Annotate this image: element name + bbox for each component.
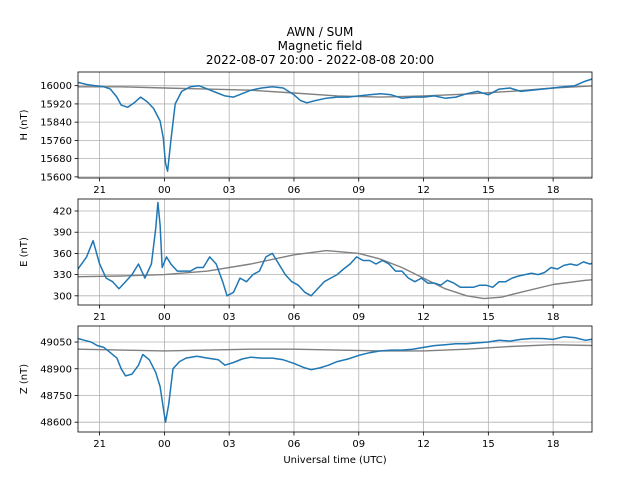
e-y-tick-label: 360 bbox=[53, 249, 72, 260]
h-x-tick-label: 06 bbox=[288, 185, 301, 196]
h-y-tick-label: 16000 bbox=[40, 81, 72, 92]
z-x-tick-label: 03 bbox=[223, 439, 236, 450]
z-x-tick-label: 12 bbox=[417, 439, 430, 450]
chart-title-range: 2022-08-07 20:00 - 2022-08-08 20:00 bbox=[205, 53, 435, 67]
e-x-tick-label: 15 bbox=[482, 312, 495, 323]
z-x-tick-label: 18 bbox=[547, 439, 560, 450]
z-x-tick-label: 15 bbox=[482, 439, 495, 450]
z-x-tick-label: 00 bbox=[158, 439, 171, 450]
h-measured-line bbox=[78, 78, 592, 172]
h-x-tick-label: 18 bbox=[547, 185, 560, 196]
h-x-tick-label: 00 bbox=[158, 185, 171, 196]
chart-title-subject: Magnetic field bbox=[277, 39, 363, 53]
e-x-tick-label: 03 bbox=[223, 312, 236, 323]
e-x-tick-label: 00 bbox=[158, 312, 171, 323]
h-x-tick-label: 09 bbox=[352, 185, 365, 196]
h-x-tick-label: 21 bbox=[93, 185, 106, 196]
h-y-tick-label: 15840 bbox=[40, 118, 72, 129]
h-x-tick-label: 12 bbox=[417, 185, 430, 196]
z-x-tick-label: 21 bbox=[93, 439, 106, 450]
h-x-tick-label: 03 bbox=[223, 185, 236, 196]
e-measured-line bbox=[78, 201, 592, 297]
h-y-tick-label: 15600 bbox=[40, 172, 72, 183]
e-x-tick-label: 21 bbox=[93, 312, 106, 323]
h-baseline-line bbox=[78, 85, 592, 98]
z-y-axis-label: Z (nT) bbox=[19, 364, 30, 394]
h-y-tick-label: 15760 bbox=[40, 136, 72, 147]
h-y-tick-label: 15680 bbox=[40, 154, 72, 165]
z-x-tick-label: 06 bbox=[288, 439, 301, 450]
z-y-tick-label: 48900 bbox=[40, 364, 72, 375]
e-baseline-line bbox=[78, 249, 592, 300]
z-y-tick-label: 49050 bbox=[40, 338, 72, 349]
h-axes-frame bbox=[77, 71, 593, 179]
z-baseline-line bbox=[78, 344, 592, 352]
h-x-tick-label: 15 bbox=[482, 185, 495, 196]
e-x-tick-label: 09 bbox=[352, 312, 365, 323]
z-x-tick-label: 09 bbox=[352, 439, 365, 450]
e-y-tick-label: 330 bbox=[53, 270, 72, 281]
z-measured-line bbox=[78, 335, 592, 423]
e-x-tick-label: 06 bbox=[288, 312, 301, 323]
e-y-tick-label: 300 bbox=[53, 291, 72, 302]
e-y-tick-label: 420 bbox=[53, 207, 72, 218]
e-x-tick-label: 18 bbox=[547, 312, 560, 323]
h-y-axis-label: H (nT) bbox=[19, 109, 30, 140]
e-x-tick-label: 12 bbox=[417, 312, 430, 323]
e-y-tick-label: 390 bbox=[53, 228, 72, 239]
h-y-tick-label: 15920 bbox=[40, 99, 72, 110]
e-y-axis-label: E (nT) bbox=[19, 237, 30, 267]
z-axes-frame bbox=[77, 325, 593, 433]
z-y-tick-label: 48600 bbox=[40, 418, 72, 429]
x-axis-label: Universal time (UTC) bbox=[283, 455, 386, 466]
chart-title-station: AWN / SUM bbox=[286, 25, 354, 39]
z-y-tick-label: 48750 bbox=[40, 391, 72, 402]
e-axes-frame bbox=[77, 198, 593, 306]
